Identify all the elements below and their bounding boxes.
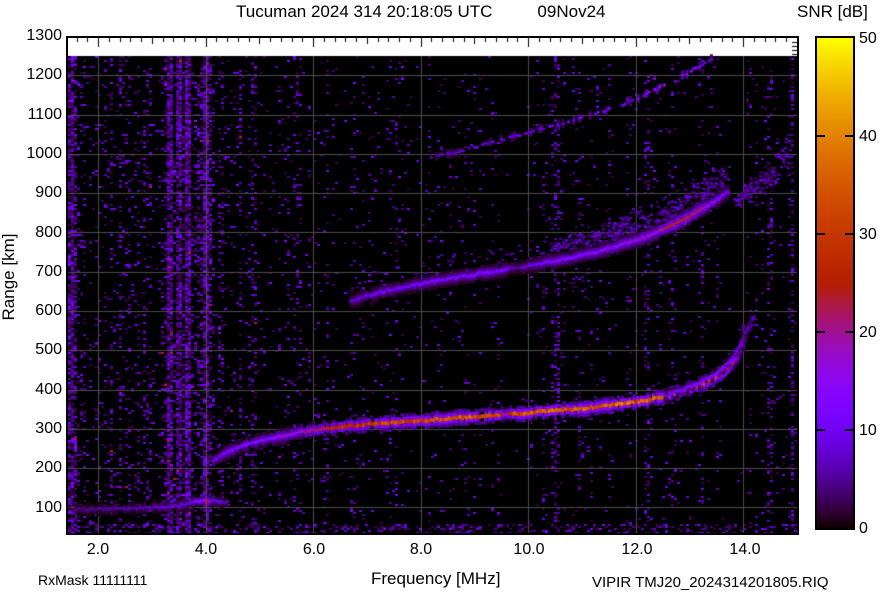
header: Tucuman 2024 314 20:18:05 UTC 09Nov24 [236, 2, 605, 22]
y-tick-label: 100 [35, 499, 62, 516]
y-tick-label: 400 [35, 381, 62, 398]
ionogram-canvas [68, 38, 797, 533]
x-tick-label: 4.0 [194, 541, 218, 558]
y-tick-label: 200 [35, 459, 62, 476]
rxmask-label: RxMask 11111111 [38, 572, 148, 588]
y-tick-label: 800 [35, 224, 62, 241]
colorbar-tick [845, 233, 853, 235]
colorbar-tick-label: 0 [859, 520, 868, 537]
y-tick-label: 1000 [26, 145, 62, 162]
ionogram-plot [66, 36, 799, 535]
snr-colorbar [815, 36, 855, 530]
colorbar-tick-label: 10 [859, 422, 877, 439]
colorbar-tick-label: 30 [859, 226, 877, 243]
colorbar-tick [817, 135, 825, 137]
colorbar-tick [845, 331, 853, 333]
colorbar-tick-label: 40 [859, 128, 877, 145]
colorbar-tick-label: 50 [859, 30, 877, 47]
x-axis-label: Frequency [MHz] [371, 569, 501, 588]
plot-title: Tucuman 2024 314 20:18:05 UTC [236, 2, 493, 21]
plot-date: 09Nov24 [537, 2, 606, 21]
y-tick-label: 1300 [26, 27, 62, 44]
colorbar-tick [817, 429, 825, 431]
y-tick-label: 300 [35, 420, 62, 437]
x-tick-label: 8.0 [409, 541, 433, 558]
colorbar-gradient [817, 38, 853, 528]
y-axis-label: Range [km] [0, 233, 18, 321]
x-tick-label: 10.0 [513, 541, 545, 558]
colorbar-title: SNR [dB] [797, 2, 868, 21]
x-tick-label: 12.0 [621, 541, 653, 558]
y-tick-label: 1100 [27, 106, 62, 123]
y-tick-label: 600 [35, 302, 62, 319]
file-label: VIPIR TMJ20_2024314201805.RIQ [592, 574, 829, 591]
x-tick-label: 2.0 [86, 541, 110, 558]
colorbar-tick [845, 429, 853, 431]
colorbar-tick [817, 331, 825, 333]
colorbar-tick [845, 135, 853, 137]
x-tick-label: 6.0 [302, 541, 326, 558]
y-tick-label: 500 [35, 341, 62, 358]
colorbar-tick-label: 20 [859, 324, 877, 341]
y-tick-label: 700 [35, 263, 62, 280]
colorbar-tick [817, 233, 825, 235]
y-tick-label: 1200 [26, 66, 62, 83]
x-tick-label: 14.0 [729, 541, 761, 558]
y-tick-label: 900 [35, 184, 62, 201]
